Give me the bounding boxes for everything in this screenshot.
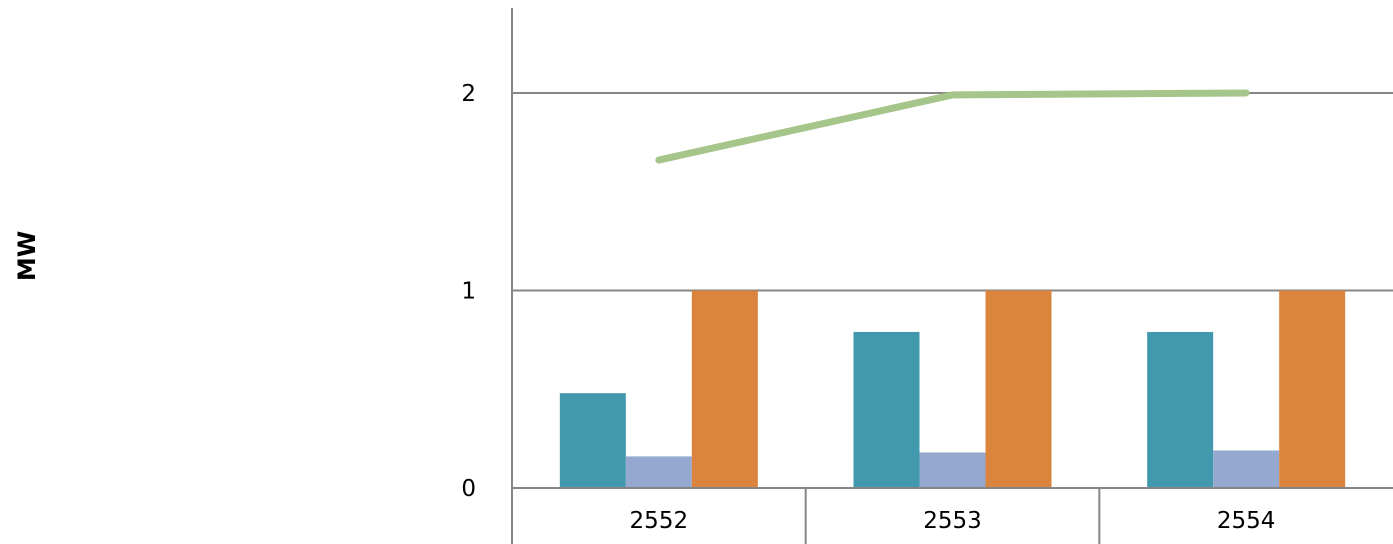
x-tick-label-2553: 2553 bbox=[923, 508, 982, 534]
axes bbox=[511, 8, 1393, 544]
bar-series-2-2553 bbox=[919, 452, 986, 488]
bar-series-1-2552 bbox=[559, 393, 626, 488]
y-tick-label: 0 bbox=[461, 476, 476, 502]
bar-series-3-2554 bbox=[1279, 290, 1346, 488]
bars bbox=[559, 290, 1346, 488]
line-series-1 bbox=[655, 89, 1250, 164]
y-tick-label: 2 bbox=[461, 81, 476, 107]
bar-series-1-2553 bbox=[853, 331, 920, 488]
x-tick-label-2552: 2552 bbox=[630, 508, 689, 534]
bar-series-2-2552 bbox=[625, 456, 692, 488]
line-series bbox=[655, 89, 1250, 164]
bar-series-1-2554 bbox=[1147, 331, 1214, 488]
bar-series-2-2554 bbox=[1213, 450, 1280, 488]
gridlines bbox=[512, 91, 1393, 292]
bar-series-3-2553 bbox=[985, 290, 1052, 488]
bar-series-3-2552 bbox=[691, 290, 758, 488]
y-tick-label: 1 bbox=[461, 278, 476, 304]
x-tick-labels: 2552 2553 2554 bbox=[630, 508, 1276, 534]
x-tick-label-2554: 2554 bbox=[1217, 508, 1276, 534]
y-tick-labels: 0 1 2 bbox=[461, 81, 476, 502]
y-axis-title: MW bbox=[13, 231, 41, 281]
